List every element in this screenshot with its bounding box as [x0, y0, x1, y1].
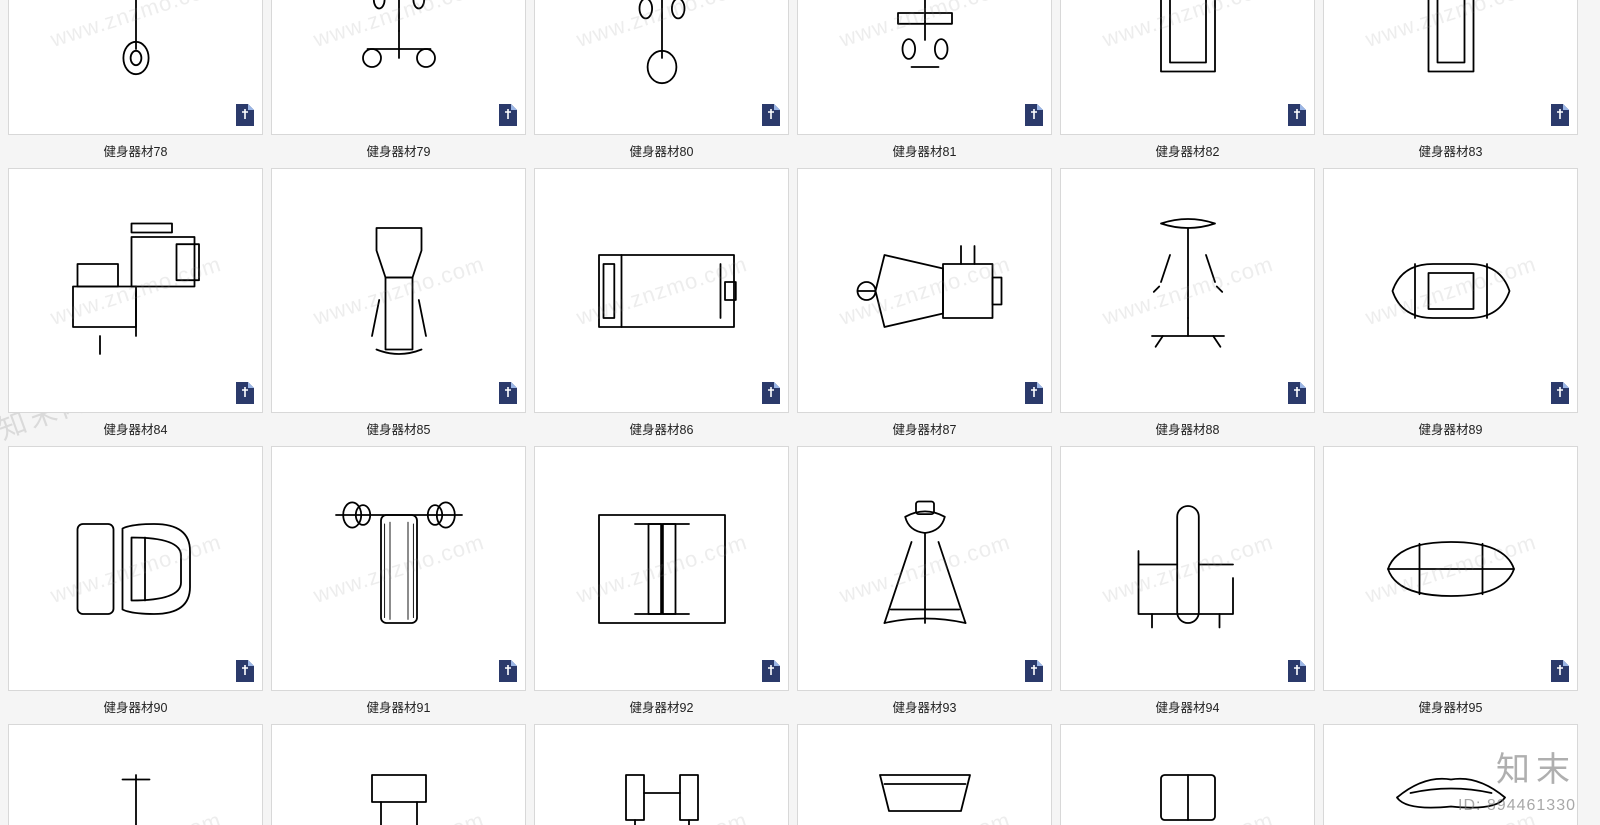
- thumbnail-caption: 健身器材86: [630, 419, 694, 438]
- thumbnail[interactable]: www.znzmo.com: [1060, 446, 1315, 691]
- thumbnail-cell: www.znzmo.com 健身器材85: [271, 168, 526, 438]
- thumbnail-cell: www.znzmo.com 健身器材79: [271, 0, 526, 160]
- thumbnail-cell: www.znzmo.com 健身器材81: [797, 0, 1052, 160]
- thumbnail-cell: www.znzmo.com 健身器材87: [797, 168, 1052, 438]
- thumbnail-cell: www.znzmo.com 健身器材95: [1323, 446, 1578, 716]
- thumbnail[interactable]: www.znzmo.com: [534, 446, 789, 691]
- thumbnail-caption: 健身器材81: [893, 141, 957, 160]
- thumbnail-grid: www.znzmo.com健身器材78www.znzmo.com健身器材79ww…: [0, 0, 1600, 825]
- thumbnail-cell: www.znzmo.com 健身器材83: [1323, 0, 1578, 160]
- thumbnail[interactable]: www.znzmo.com: [271, 168, 526, 413]
- cad-file-icon: [497, 102, 519, 128]
- thumbnail[interactable]: www.znzmo.com: [8, 446, 263, 691]
- cad-file-icon: [1023, 102, 1045, 128]
- thumbnail-cell: www.znzmo.com 健身器材78: [8, 0, 263, 160]
- cad-file-icon: [1023, 658, 1045, 684]
- thumbnail-cell: www.znzmo.com 健身器材89: [1323, 168, 1578, 438]
- cad-file-icon: [1286, 658, 1308, 684]
- thumbnail-cell: www.znzmo.com 健身器材92: [534, 446, 789, 716]
- thumbnail-cell: www.znzmo.com: [271, 724, 526, 825]
- cad-file-icon: [497, 658, 519, 684]
- thumbnail-cell: www.znzmo.com 健身器材84: [8, 168, 263, 438]
- thumbnail-caption: 健身器材95: [1419, 697, 1483, 716]
- cad-file-icon: [760, 380, 782, 406]
- thumbnail-caption: 健身器材94: [1156, 697, 1220, 716]
- thumbnail-caption: 健身器材89: [1419, 419, 1483, 438]
- thumbnail[interactable]: www.znzmo.com: [534, 168, 789, 413]
- thumbnail[interactable]: www.znzmo.com: [534, 724, 789, 825]
- thumbnail-caption: 健身器材78: [104, 141, 168, 160]
- cad-file-icon: [760, 102, 782, 128]
- thumbnail-cell: www.znzmo.com: [8, 724, 263, 825]
- thumbnail[interactable]: www.znzmo.com: [271, 724, 526, 825]
- cad-file-icon: [1023, 380, 1045, 406]
- thumbnail[interactable]: www.znzmo.com: [271, 0, 526, 135]
- cad-file-icon: [497, 380, 519, 406]
- thumbnail[interactable]: www.znzmo.com: [1060, 0, 1315, 135]
- thumbnail[interactable]: www.znzmo.com: [797, 0, 1052, 135]
- thumbnail-cell: www.znzmo.com: [1323, 724, 1578, 825]
- thumbnail[interactable]: www.znzmo.com: [8, 168, 263, 413]
- thumbnail-caption: 健身器材79: [367, 141, 431, 160]
- thumbnail[interactable]: www.znzmo.com: [534, 0, 789, 135]
- thumbnail-caption: 健身器材90: [104, 697, 168, 716]
- cad-file-icon: [234, 102, 256, 128]
- thumbnail-caption: 健身器材92: [630, 697, 694, 716]
- cad-file-icon: [234, 658, 256, 684]
- thumbnail-caption: 健身器材85: [367, 419, 431, 438]
- thumbnail-cell: www.znzmo.com: [797, 724, 1052, 825]
- thumbnail-caption: 健身器材83: [1419, 141, 1483, 160]
- thumbnail-caption: 健身器材93: [893, 697, 957, 716]
- thumbnail-caption: 健身器材91: [367, 697, 431, 716]
- cad-file-icon: [760, 658, 782, 684]
- thumbnail-caption: 健身器材84: [104, 419, 168, 438]
- thumbnail-caption: 健身器材82: [1156, 141, 1220, 160]
- thumbnail[interactable]: www.znzmo.com: [1323, 446, 1578, 691]
- thumbnail-cell: www.znzmo.com: [1060, 724, 1315, 825]
- thumbnail[interactable]: www.znzmo.com: [1060, 724, 1315, 825]
- thumbnail-cell: www.znzmo.com 健身器材82: [1060, 0, 1315, 160]
- thumbnail[interactable]: www.znzmo.com: [1323, 724, 1578, 825]
- thumbnail[interactable]: www.znzmo.com: [1323, 168, 1578, 413]
- thumbnail-cell: www.znzmo.com 健身器材94: [1060, 446, 1315, 716]
- cad-file-icon: [1549, 658, 1571, 684]
- thumbnail-cell: www.znzmo.com 健身器材91: [271, 446, 526, 716]
- thumbnail[interactable]: www.znzmo.com: [8, 0, 263, 135]
- cad-file-icon: [1549, 102, 1571, 128]
- thumbnail[interactable]: www.znzmo.com: [271, 446, 526, 691]
- cad-file-icon: [1549, 380, 1571, 406]
- thumbnail-caption: 健身器材88: [1156, 419, 1220, 438]
- thumbnail-cell: www.znzmo.com 健身器材80: [534, 0, 789, 160]
- thumbnail[interactable]: www.znzmo.com: [1323, 0, 1578, 135]
- thumbnail-cell: www.znzmo.com 健身器材90: [8, 446, 263, 716]
- cad-file-icon: [1286, 102, 1308, 128]
- thumbnail-cell: www.znzmo.com 健身器材86: [534, 168, 789, 438]
- thumbnail-cell: www.znzmo.com 健身器材93: [797, 446, 1052, 716]
- thumbnail-caption: 健身器材80: [630, 141, 694, 160]
- cad-file-icon: [234, 380, 256, 406]
- thumbnail-cell: www.znzmo.com: [534, 724, 789, 825]
- thumbnail[interactable]: www.znzmo.com: [1060, 168, 1315, 413]
- cad-file-icon: [1286, 380, 1308, 406]
- thumbnail[interactable]: www.znzmo.com: [797, 168, 1052, 413]
- thumbnail[interactable]: www.znzmo.com: [797, 446, 1052, 691]
- thumbnail-caption: 健身器材87: [893, 419, 957, 438]
- thumbnail[interactable]: www.znzmo.com: [8, 724, 263, 825]
- thumbnail[interactable]: www.znzmo.com: [797, 724, 1052, 825]
- thumbnail-cell: www.znzmo.com 健身器材88: [1060, 168, 1315, 438]
